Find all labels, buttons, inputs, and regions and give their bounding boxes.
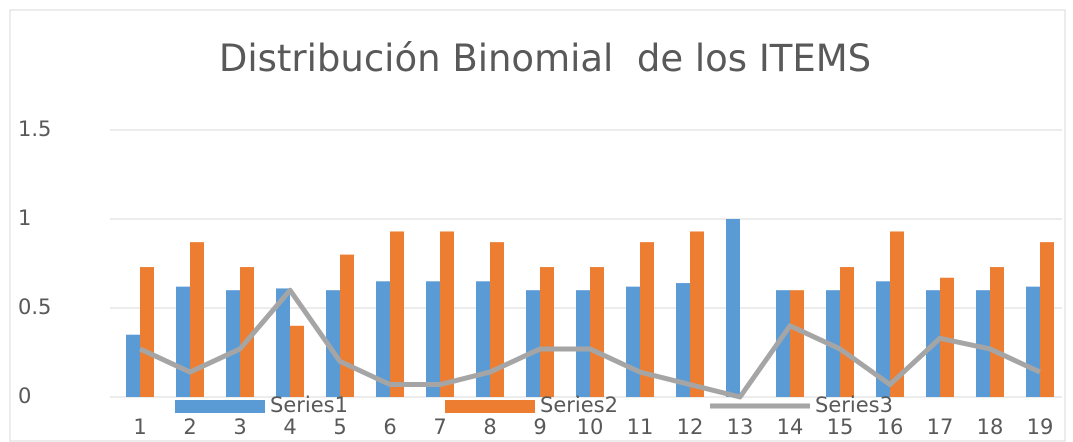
x-tick-label: 7 — [433, 415, 446, 439]
x-tick-label: 3 — [233, 415, 246, 439]
bar — [290, 325, 304, 397]
bar — [140, 267, 154, 397]
legend-swatch — [445, 400, 535, 413]
x-tick-label: 8 — [483, 415, 496, 439]
bar — [890, 231, 904, 397]
x-tick-label: 18 — [977, 415, 1004, 439]
bar — [776, 290, 790, 397]
bar — [326, 290, 340, 397]
bar — [240, 267, 254, 397]
x-tick-label: 2 — [183, 415, 196, 439]
legend-swatch — [175, 400, 265, 413]
bar — [626, 286, 640, 397]
bar — [440, 231, 454, 397]
bar — [126, 334, 140, 397]
x-tick-label: 17 — [927, 415, 954, 439]
x-tick-label: 9 — [533, 415, 546, 439]
y-tick-label: 0.5 — [18, 295, 51, 319]
x-tick-label: 5 — [333, 415, 346, 439]
bar — [526, 290, 540, 397]
x-tick-label: 4 — [283, 415, 296, 439]
x-tick-label: 6 — [383, 415, 396, 439]
bar — [190, 242, 204, 397]
bar — [876, 281, 890, 397]
x-tick-label: 12 — [677, 415, 704, 439]
bar — [426, 281, 440, 397]
x-tick-label: 14 — [777, 415, 804, 439]
bar — [340, 254, 354, 397]
bar — [226, 290, 240, 397]
legend-label: Series3 — [815, 393, 893, 417]
bar — [1040, 242, 1054, 397]
x-tick-label: 11 — [627, 415, 654, 439]
x-tick-label: 10 — [577, 415, 604, 439]
line-series — [138, 287, 1042, 400]
y-tick-label: 1.5 — [18, 117, 51, 141]
legend-label: Series1 — [270, 393, 348, 417]
y-tick-label: 1 — [18, 206, 31, 230]
bar — [540, 267, 554, 397]
bar — [376, 281, 390, 397]
bar — [176, 286, 190, 397]
bar — [990, 267, 1004, 397]
bar — [976, 290, 990, 397]
bar — [790, 290, 804, 397]
bar — [726, 219, 740, 397]
bar — [676, 283, 690, 397]
chart-title: Distribución Binomial de los ITEMS — [218, 37, 872, 80]
bar — [590, 267, 604, 397]
x-tick-label: 15 — [827, 415, 854, 439]
x-tick-label: 1 — [133, 415, 146, 439]
bar — [576, 290, 590, 397]
y-tick-label: 0 — [18, 384, 31, 408]
x-tick-label: 19 — [1027, 415, 1054, 439]
x-tick-label: 16 — [877, 415, 904, 439]
bar — [640, 242, 654, 397]
x-tick-label: 13 — [727, 415, 754, 439]
bar — [276, 288, 290, 397]
legend-label: Series2 — [540, 393, 618, 417]
bar — [490, 242, 504, 397]
bar — [690, 231, 704, 397]
bar — [390, 231, 404, 397]
bar — [476, 281, 490, 397]
bar — [1026, 286, 1040, 397]
bar — [840, 267, 854, 397]
